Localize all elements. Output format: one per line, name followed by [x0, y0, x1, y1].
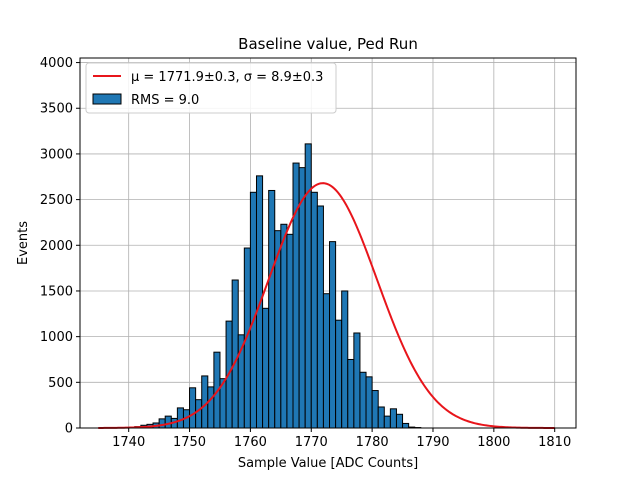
y-tick-label-4: 2000 [40, 239, 73, 254]
gaussian-fit-curve [98, 182, 555, 429]
y-tick-label-6: 3000 [40, 147, 73, 162]
y-axis-ticks: 0 500 1000 1500 2000 2500 3000 3500 4000 [40, 56, 80, 437]
x-tick-label-2: 1760 [234, 435, 267, 450]
histogram-bar-40 [341, 290, 349, 429]
histogram-bar-11 [164, 415, 172, 429]
legend-fit-label: μ = 1771.9±0.3, σ = 8.9±0.3 [131, 70, 323, 85]
histogram-bar-44 [365, 376, 373, 429]
histogram-bar-43 [359, 371, 367, 429]
histogram-bar-49 [395, 413, 404, 429]
legend-box [85, 62, 337, 114]
histogram-bar-42 [353, 332, 361, 429]
x-axis-label: Sample Value [ADC Counts] [238, 456, 418, 471]
gaussian-fit [98, 182, 555, 429]
chart-title: Baseline value, Ped Run [238, 35, 418, 53]
histogram-bar-13 [176, 407, 184, 429]
histogram-bar-35 [310, 191, 318, 429]
histogram-bar-36 [316, 205, 324, 429]
histogram-bar-33 [298, 167, 306, 429]
y-tick-label-8: 4000 [40, 56, 73, 71]
histogram-bar-15 [189, 387, 197, 429]
y-tick-label-0: 0 [65, 422, 73, 437]
histogram-bar-50 [402, 422, 410, 429]
histogram-bar-41 [347, 358, 355, 429]
plot-frame [79, 57, 577, 429]
x-tick-label-3: 1770 [295, 435, 328, 450]
histogram-bar-16 [195, 399, 203, 429]
histogram-bar-32 [292, 162, 300, 429]
legend: μ = 1771.9±0.3, σ = 8.9±0.3 RMS = 9.0 [85, 62, 337, 114]
histogram-bar-31 [286, 233, 294, 429]
histogram-bar-46 [377, 406, 385, 429]
histogram-bar-37 [322, 293, 331, 429]
x-tick-label-4: 1780 [356, 435, 389, 450]
x-tick-label-5: 1790 [416, 435, 449, 450]
histogram-bar-28 [268, 189, 276, 429]
histogram-bar-10 [158, 418, 166, 429]
x-tick-label-1: 1750 [173, 435, 206, 450]
histogram-bar-22 [231, 279, 239, 429]
y-tick-label-7: 3500 [40, 102, 73, 117]
histogram-bar-45 [371, 390, 379, 429]
histogram-bar-34 [304, 143, 312, 429]
legend-histogram-label: RMS = 9.0 [131, 93, 199, 108]
histogram-bar-27 [262, 307, 270, 429]
histogram-bar-18 [207, 386, 215, 429]
x-axis-ticks: 1740 1750 1760 1770 1780 1790 1800 1810 [112, 428, 571, 450]
y-tick-label-5: 2500 [40, 193, 73, 208]
histogram-bar-47 [383, 415, 391, 429]
x-tick-label-7: 1810 [538, 435, 571, 450]
histogram-bar-48 [389, 408, 397, 429]
legend-fit-sigma: σ = 8.9±0.3 [244, 70, 324, 85]
y-tick-label-2: 1000 [40, 330, 73, 345]
y-axis-label: Events [16, 221, 31, 265]
y-tick-label-3: 1500 [40, 284, 73, 299]
legend-histogram-swatch [92, 93, 122, 105]
x-tick-label-0: 1740 [112, 435, 145, 450]
histogram-bar-25 [249, 191, 257, 429]
histogram-bar-30 [280, 223, 288, 429]
legend-fit-mu: μ = 1771.9±0.3, [131, 70, 244, 85]
histogram-bar-39 [335, 319, 343, 429]
y-tick-label-1: 500 [48, 376, 73, 391]
histogram-bar-38 [329, 241, 337, 429]
x-tick-label-6: 1800 [477, 435, 510, 450]
